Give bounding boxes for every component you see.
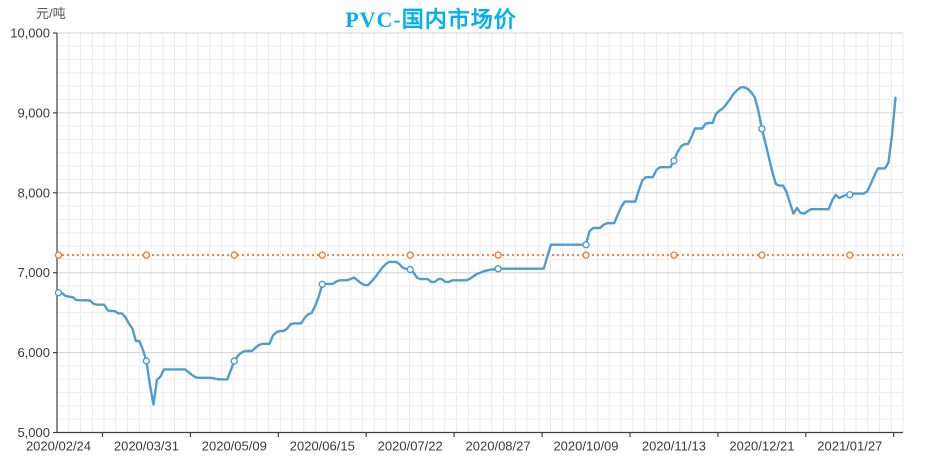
x-tick-label: 2020/12/21 (729, 439, 794, 454)
price-marker (758, 125, 766, 133)
reference-marker (494, 251, 502, 259)
x-tick-label: 2020/05/09 (202, 439, 267, 454)
price-marker (230, 357, 239, 365)
x-tick-label: 2020/10/09 (553, 439, 618, 454)
reference-marker (54, 251, 63, 259)
price-marker (142, 357, 151, 365)
reference-marker (406, 251, 414, 259)
reference-marker (846, 251, 854, 259)
y-tick-label: 7,000 (17, 265, 50, 280)
price-marker (318, 280, 326, 288)
x-tick-label: 2020/07/22 (378, 439, 443, 454)
reference-marker (582, 251, 590, 259)
y-tick-label: 5,000 (17, 425, 50, 440)
price-marker (54, 289, 63, 297)
price-marker (670, 157, 678, 165)
y-axis-unit-label: 元/吨 (36, 6, 66, 21)
reference-marker (142, 251, 151, 259)
x-tick-label: 2020/02/24 (26, 439, 91, 454)
reference-marker (318, 251, 326, 259)
y-tick-label: 8,000 (17, 185, 50, 200)
x-tick-label: 2020/08/27 (466, 439, 531, 454)
x-tick-label: 2020/03/31 (114, 439, 179, 454)
price-marker (582, 240, 590, 249)
price-marker (406, 265, 414, 274)
price-marker (846, 191, 854, 199)
y-tick-label: 6,000 (17, 345, 50, 360)
chart-title: PVC-国内市场价 (345, 7, 517, 32)
reference-marker (758, 251, 766, 259)
price-marker (494, 265, 502, 273)
x-tick-label: 2021/01/27 (817, 439, 882, 454)
price-polyline (57, 86, 897, 406)
reference-marker (230, 251, 239, 259)
y-tick-label: 9,000 (17, 105, 50, 120)
x-tick-label: 2020/11/13 (642, 439, 706, 454)
reference-marker (670, 251, 678, 259)
y-tick-label: 10,000 (10, 26, 50, 41)
x-tick-label: 2020/06/15 (290, 439, 355, 454)
